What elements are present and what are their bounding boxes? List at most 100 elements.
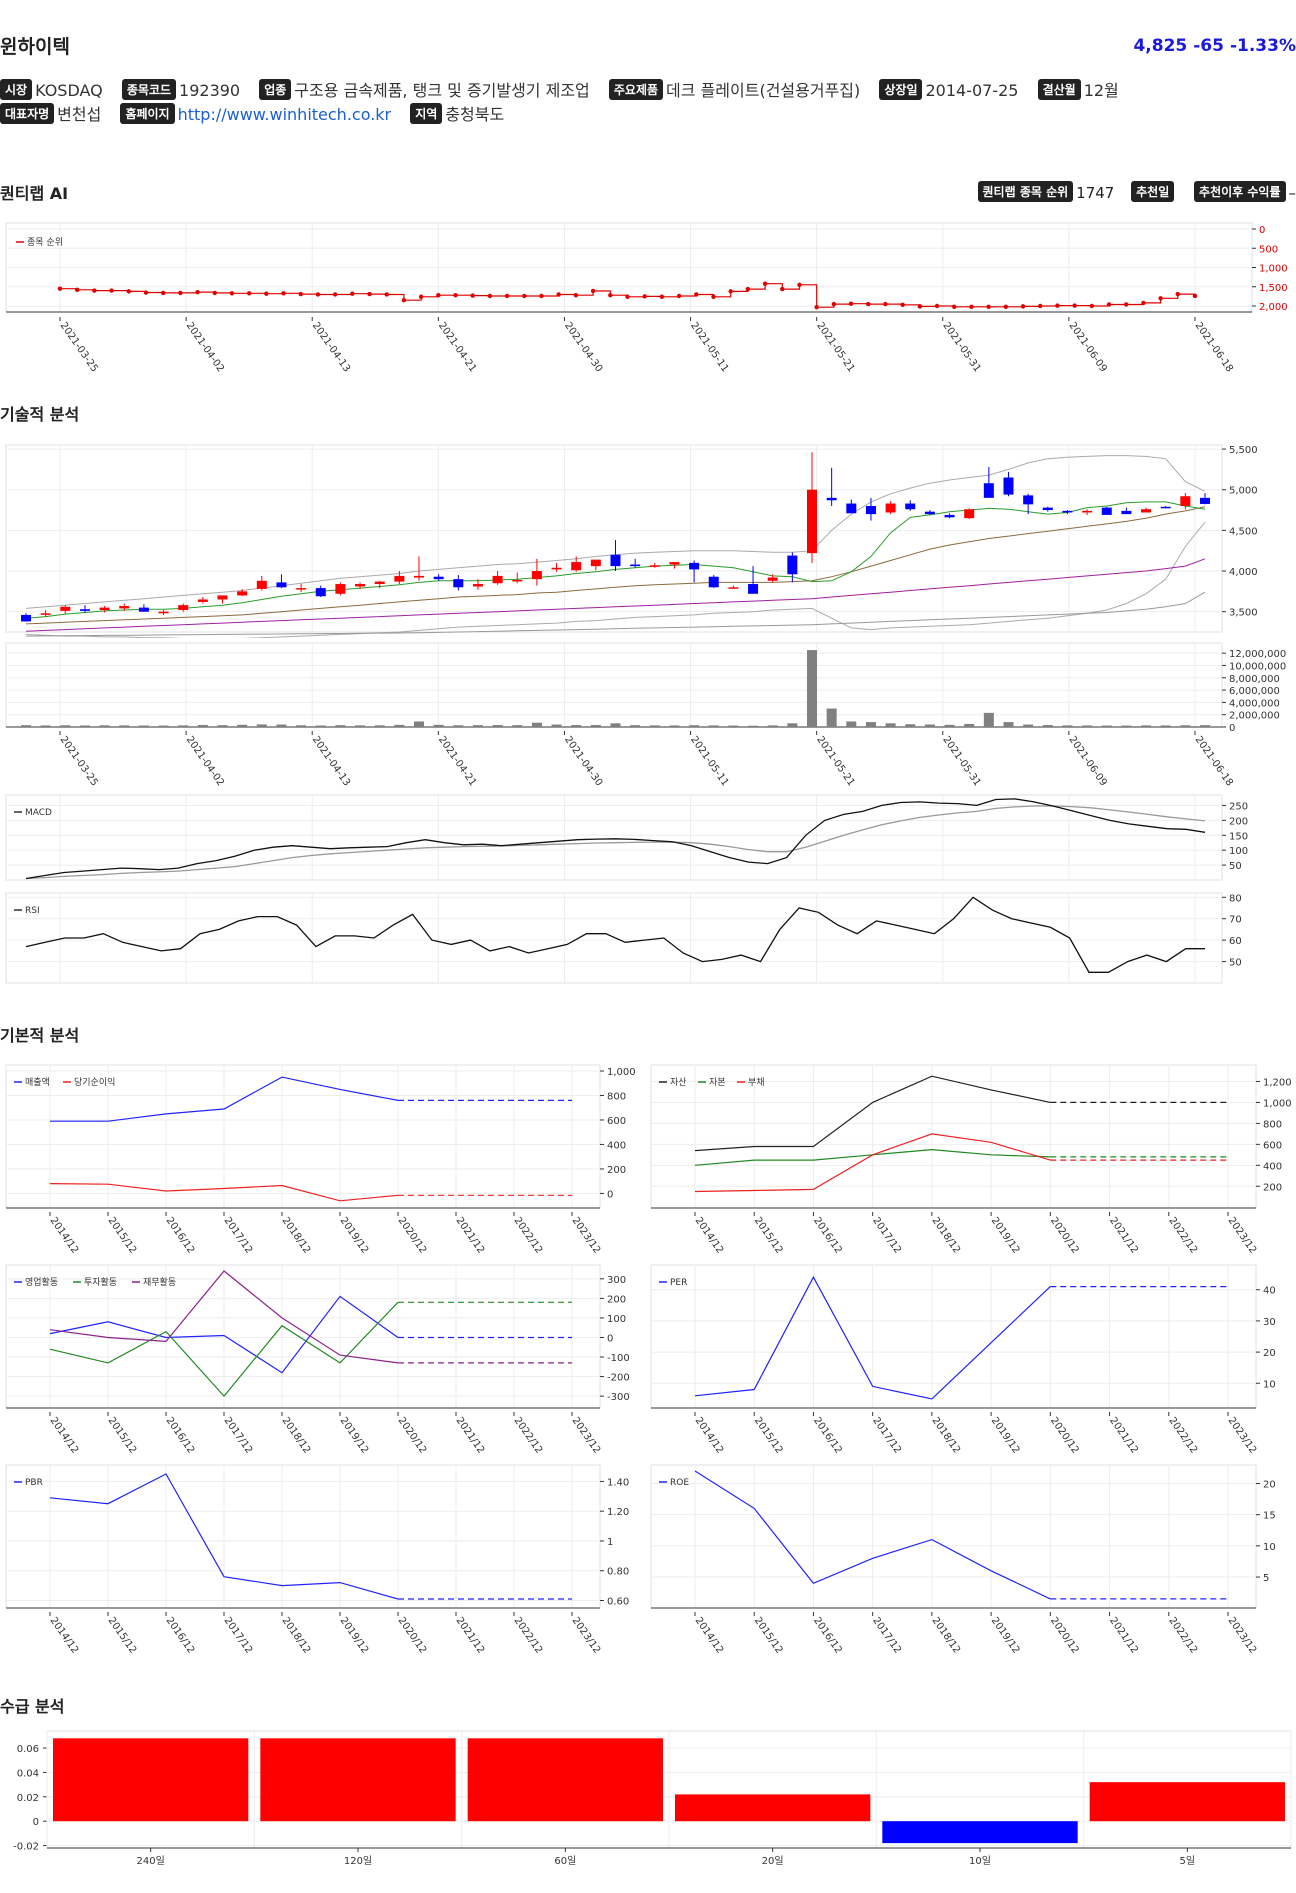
volume-bar [119, 725, 130, 727]
volume-bar [453, 725, 464, 727]
x-tick-label: 2018/12 [280, 1415, 313, 1455]
candle-body [99, 607, 110, 611]
assets-chart: 200 400 600 800 1,000 1,200 자산 자본 부채 2014/12 2015/… [650, 1064, 1292, 1256]
y-tick-label: 100 [1229, 846, 1248, 857]
y-tick-label: 5,000 [1229, 486, 1258, 497]
y-tick-label: -200 [607, 1373, 630, 1384]
return-value: – [1288, 184, 1296, 202]
homepage-link[interactable]: http://www.winhitech.co.kr [177, 105, 392, 124]
rank-point [367, 291, 372, 297]
candle-body [394, 575, 405, 582]
x-tick-label: 10일 [969, 1855, 991, 1867]
volume-bar [374, 725, 385, 727]
plot-frame [5, 892, 1223, 984]
candle-body [60, 606, 71, 611]
x-tick-label: 2019/12 [989, 1415, 1022, 1455]
y-tick-label: 0 [33, 1817, 39, 1828]
rank-value: 1747 [1076, 184, 1115, 202]
candle-body [610, 554, 621, 567]
x-tick-label: 2023/12 [570, 1615, 603, 1655]
candle-body [21, 614, 31, 622]
y-tick-label: 1,000 [1259, 264, 1288, 275]
y-tick-label: 50 [1229, 958, 1242, 969]
volume-bar [237, 724, 248, 727]
x-tick-label: 2017/12 [222, 1215, 255, 1255]
x-tick-label: 2023/12 [570, 1215, 603, 1255]
volume-bar [826, 708, 837, 727]
candle-body [983, 483, 994, 498]
y-tick-label: 1,000 [607, 1067, 636, 1078]
rank-point [1141, 300, 1146, 306]
x-tick-label: 2017/12 [870, 1415, 903, 1455]
rank-point [659, 294, 665, 299]
price-change-pct: -1.33% [1229, 36, 1296, 56]
y-tick-label: 5,500 [1229, 445, 1258, 456]
region-value: 충청북도 [445, 105, 505, 124]
rsi-chart: 50 60 70 80 RSI [5, 892, 1242, 984]
candle-body [1141, 509, 1152, 513]
rank-label: 퀀티랩 종목 순위 [977, 181, 1074, 202]
legend-item: 매출액 [25, 1076, 50, 1088]
rank-point [780, 286, 785, 292]
x-tick-label: 2021-05-11 [688, 320, 730, 374]
y-tick-label: 60 [1229, 936, 1242, 947]
y-tick-label: 8,000,000 [1229, 674, 1280, 685]
volume-bar [787, 723, 798, 727]
rank-point [109, 288, 114, 293]
volume-bar [983, 712, 994, 727]
candle-body [40, 613, 51, 615]
rank-point [1158, 296, 1163, 301]
x-tick-label: 2021-06-18 [1193, 320, 1235, 374]
y-tick-label: 0.02 [17, 1793, 39, 1804]
rank-point [1175, 291, 1181, 297]
y-tick-label: 10,000,000 [1229, 661, 1286, 672]
price-summary: 4,825 -65 -1.33% [1127, 36, 1296, 56]
rank-point [814, 304, 819, 310]
rank-point [848, 301, 854, 306]
x-tick-label: 60일 [554, 1855, 576, 1867]
candle-body [433, 576, 444, 580]
y-tick-label: 250 [1229, 801, 1248, 812]
y-tick-label: 20 [1263, 1348, 1276, 1359]
candle-body [551, 567, 562, 570]
candle-body [1062, 510, 1073, 513]
series-line [50, 1076, 399, 1122]
x-tick-label: 2021-03-25 [58, 734, 100, 788]
candle-body [1042, 507, 1053, 511]
x-tick-label: 2021-04-21 [436, 320, 478, 374]
rank-point [418, 294, 424, 299]
y-tick-label: 800 [607, 1091, 626, 1102]
x-tick-label: 2018/12 [280, 1615, 313, 1655]
rank-point [522, 293, 527, 299]
rank-point [1055, 303, 1060, 308]
candle-body [1180, 496, 1191, 506]
x-tick-label: 2020/12 [396, 1615, 429, 1655]
x-tick-label: 2023/12 [1226, 1615, 1259, 1655]
x-tick-label: 2018/12 [280, 1215, 313, 1255]
volume-bar [158, 725, 169, 727]
rank-point [762, 281, 768, 286]
x-tick-label: 5일 [1180, 1855, 1196, 1867]
volume-bar [492, 725, 503, 727]
x-tick-label: 2020/12 [396, 1415, 429, 1455]
y-tick-label: 300 [607, 1275, 626, 1286]
volume-bar [355, 725, 366, 727]
x-tick-label: 2017/12 [222, 1415, 255, 1455]
ma60-line [25, 558, 1206, 632]
fiscal-label: 결산월 [1037, 79, 1081, 100]
y-tick-label: 1 [607, 1537, 613, 1548]
candle-body [748, 584, 759, 594]
y-tick-label: 2,000,000 [1229, 711, 1280, 722]
x-tick-label: 2021-05-21 [814, 320, 856, 374]
volume-bar [315, 725, 326, 727]
rank-point [1089, 303, 1095, 309]
x-tick-label: 2018/12 [929, 1415, 962, 1455]
candle-body [630, 564, 641, 567]
rank-point [917, 304, 923, 309]
volume-bar [394, 724, 405, 727]
series-line [49, 1183, 399, 1202]
volume-bar [669, 725, 680, 727]
bollinger-upper [25, 455, 1206, 609]
current-price: 4,825 [1133, 36, 1188, 56]
